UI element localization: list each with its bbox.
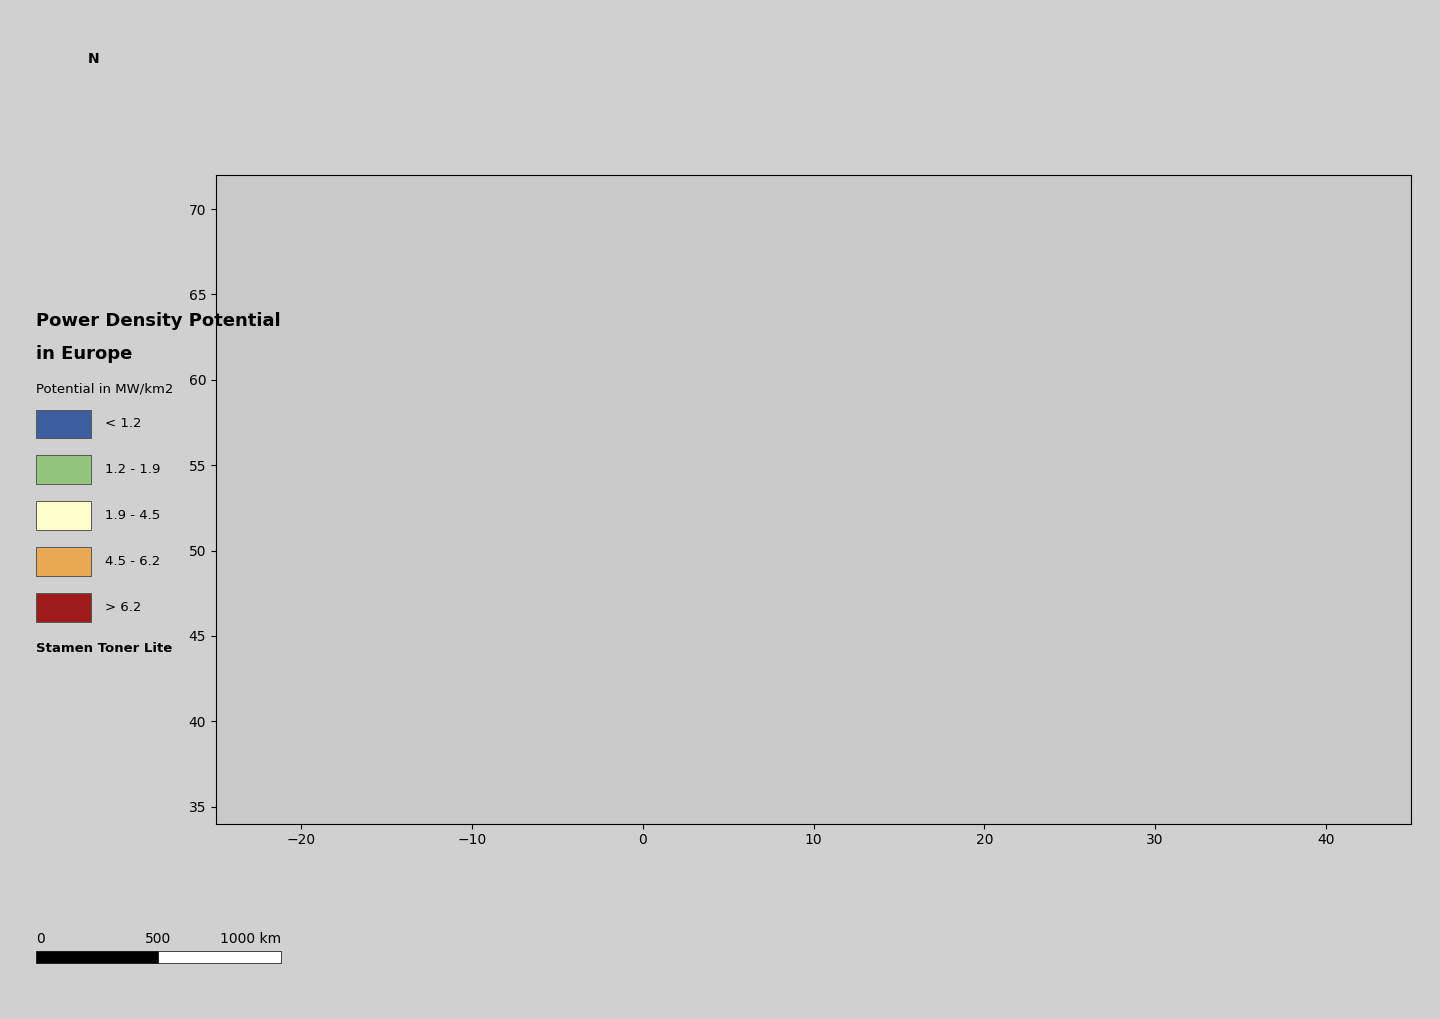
Text: Potential in MW/km2: Potential in MW/km2 [36,382,173,395]
Text: 1.9 - 4.5: 1.9 - 4.5 [105,510,160,522]
Text: 1.2 - 1.9: 1.2 - 1.9 [105,464,160,476]
Text: 1000 km: 1000 km [220,931,281,946]
Text: Stamen Toner Lite: Stamen Toner Lite [36,642,173,655]
Text: < 1.2: < 1.2 [105,418,141,430]
Text: 500: 500 [145,931,171,946]
Text: in Europe: in Europe [36,344,132,363]
Text: 0: 0 [36,931,45,946]
Text: > 6.2: > 6.2 [105,601,141,613]
Text: 4.5 - 6.2: 4.5 - 6.2 [105,555,160,568]
Text: N: N [88,52,99,66]
Text: Power Density Potential: Power Density Potential [36,312,281,330]
